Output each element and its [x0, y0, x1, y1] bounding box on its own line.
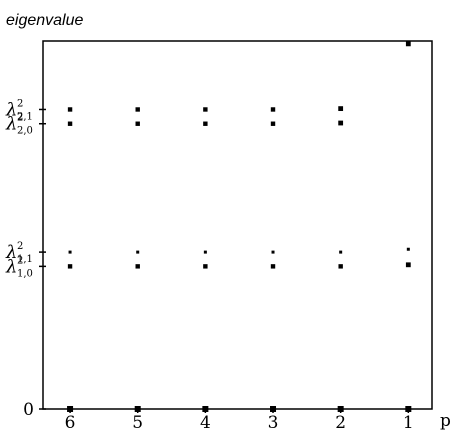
- y-axis-ticks: 0λ 21,0λ 21,1λ 22,0λ 22,1: [5, 98, 46, 420]
- x-tick-label: 2: [335, 413, 346, 433]
- y-tick-sub: 1,1: [17, 254, 33, 265]
- x-tick-label: 1: [403, 413, 414, 433]
- x-tick-label: 3: [268, 413, 279, 433]
- data-point: [203, 264, 208, 269]
- y-tick-label: λ: [5, 256, 17, 277]
- data-points: [67, 41, 412, 412]
- data-point: [67, 406, 74, 412]
- data-point: [202, 406, 209, 412]
- data-point: [203, 250, 207, 254]
- data-point: [135, 121, 140, 126]
- y-tick-label: 0: [23, 400, 34, 420]
- y-tick-sub: 2,1: [17, 111, 33, 122]
- data-point: [270, 107, 276, 112]
- x-tick-label: 5: [132, 413, 143, 433]
- data-point: [270, 121, 276, 126]
- data-point: [135, 264, 140, 269]
- data-point: [68, 250, 72, 254]
- y-tick-sub: 2,0: [17, 126, 33, 137]
- data-point: [270, 406, 277, 412]
- data-point: [338, 106, 344, 112]
- data-point: [134, 406, 141, 412]
- y-axis-label: eigenvalue: [6, 12, 84, 29]
- x-tick-label: 6: [65, 413, 76, 433]
- data-point: [405, 262, 411, 268]
- plot-frame: [42, 40, 433, 410]
- x-tick-label: 4: [200, 413, 211, 433]
- data-point: [135, 107, 140, 112]
- x-axis-label: p: [440, 411, 451, 431]
- y-tick-sup: 2: [17, 98, 23, 109]
- data-point: [203, 121, 208, 126]
- data-point: [67, 264, 73, 269]
- data-point: [406, 247, 410, 251]
- data-point: [405, 41, 411, 47]
- y-tick-sup: 2: [17, 241, 23, 252]
- data-point: [339, 250, 343, 254]
- y-tick-label: λ: [5, 99, 17, 120]
- x-axis-ticks: 6 5 4 3 2 1: [65, 406, 414, 433]
- data-point: [337, 406, 344, 412]
- data-point: [67, 107, 73, 112]
- data-point: [338, 120, 344, 126]
- data-point: [203, 107, 208, 112]
- data-point: [270, 264, 276, 269]
- data-point: [136, 250, 140, 254]
- y-tick-sup: 2: [17, 255, 23, 266]
- data-point: [405, 406, 412, 412]
- y-tick-label: λ: [5, 242, 17, 263]
- data-point: [338, 264, 343, 269]
- y-tick-sub: 1,0: [17, 268, 33, 279]
- y-tick-label: λ: [5, 114, 17, 135]
- y-tick-sup: 2: [17, 113, 23, 124]
- data-point: [271, 250, 275, 254]
- data-point: [67, 121, 73, 126]
